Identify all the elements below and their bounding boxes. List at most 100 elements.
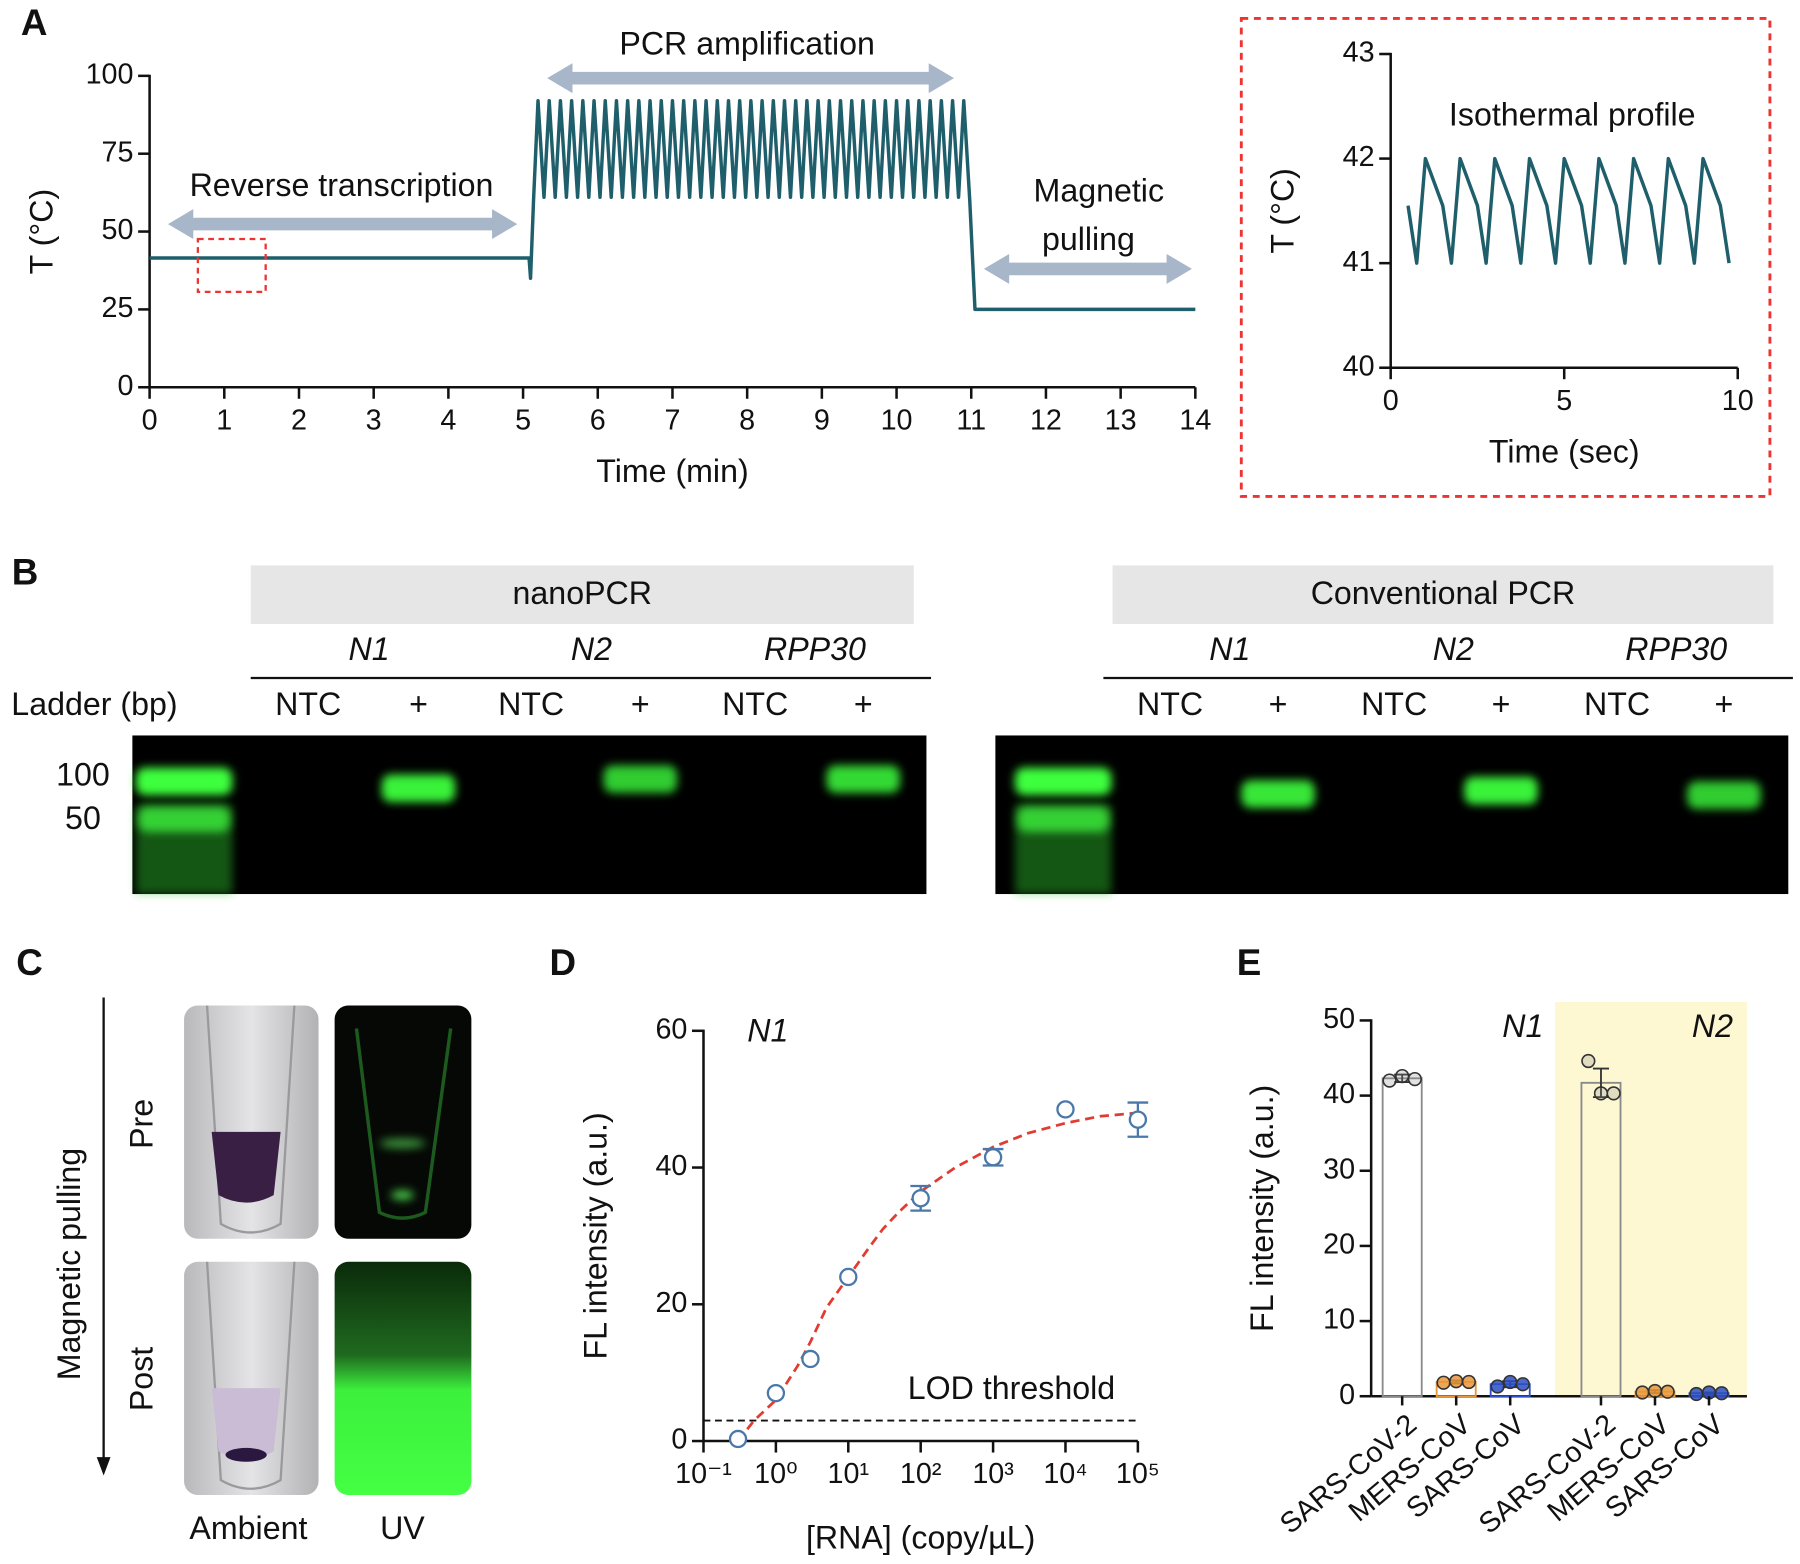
arrow-head [96, 1457, 111, 1476]
gel-image [132, 735, 927, 895]
lane-label: NTC [1361, 686, 1427, 722]
ladder-band [1014, 767, 1112, 796]
gene-label: N1 [349, 631, 390, 667]
y-tick-label: 25 [102, 292, 134, 324]
panel-label: E [1237, 942, 1262, 983]
data-point [766, 1383, 786, 1403]
panel-label: D [550, 942, 577, 983]
fit-curve [736, 1111, 1138, 1442]
x-tick-label: 0 [142, 404, 158, 436]
tube [205, 1005, 296, 1234]
annotation: Reverse transcription [190, 167, 494, 203]
x-axis-label: [RNA] (copy/µL) [806, 1519, 1035, 1555]
tube [205, 1261, 296, 1490]
y-tick-label: 0 [671, 1424, 687, 1456]
annotation: PCR amplification [619, 25, 875, 61]
data-point [801, 1349, 820, 1369]
x-tick-label: 11 [956, 404, 986, 436]
y-tick-label: 0 [1339, 1379, 1355, 1411]
arrow-head [1166, 253, 1192, 284]
group-header [250, 565, 914, 624]
lane-label: + [1269, 686, 1288, 722]
pellet [225, 1447, 267, 1462]
uv-glow [379, 1138, 426, 1149]
lane-label: + [1492, 686, 1511, 722]
temperature-line [149, 99, 1196, 312]
annotation: pulling [1042, 221, 1135, 257]
x-tick-label: 10 [1722, 385, 1754, 417]
panel-label: C [16, 942, 43, 983]
y-tick-label: 10 [1323, 1304, 1355, 1336]
x-tick-label: 0 [1383, 385, 1399, 417]
replicate-point [1490, 1379, 1505, 1394]
lane-label: + [854, 686, 873, 722]
x-tick-label: 10⁴ [1043, 1458, 1087, 1490]
x-tick-label: 13 [1105, 404, 1137, 436]
pcr-band [1464, 776, 1538, 805]
lane-label: NTC [722, 686, 788, 722]
y-tick-label: 42 [1343, 141, 1375, 173]
data-point [728, 1429, 748, 1449]
photo-ambient [184, 1005, 319, 1239]
y-axis-label: T (°C) [1264, 168, 1300, 253]
arrow-head [547, 63, 573, 94]
lane-label: NTC [1584, 686, 1650, 722]
y-tick-label: 41 [1343, 246, 1375, 278]
pcr-band [381, 774, 456, 803]
replicate-point [1660, 1384, 1675, 1399]
y-tick-label: 40 [1343, 350, 1375, 382]
replicate-point [1461, 1374, 1476, 1390]
y-tick-label: 30 [1323, 1153, 1355, 1185]
x-tick-label: 14 [1179, 404, 1211, 436]
data-point [911, 1189, 930, 1208]
panel-label: A [21, 2, 48, 43]
arrow-head [167, 209, 194, 240]
x-tick-label: 2 [291, 404, 307, 436]
x-tick-label: 4 [440, 404, 456, 436]
pcr-band [1687, 781, 1761, 810]
temperature-line [1406, 156, 1731, 265]
ladder-size: 100 [56, 756, 110, 792]
group-header [1112, 565, 1774, 624]
x-tick-label: 3 [366, 404, 382, 436]
replicate-point [1436, 1375, 1451, 1390]
gene-label: N2 [1433, 631, 1474, 667]
x-tick-label: 9 [814, 404, 830, 436]
y-axis-label: FL intensity (a.u.) [577, 1112, 613, 1359]
group-title: nanoPCR [513, 575, 652, 611]
replicate-point [1635, 1385, 1650, 1400]
replicate-point [1593, 1086, 1609, 1101]
replicate-point [1382, 1073, 1397, 1088]
data-point [1056, 1100, 1075, 1119]
lane-label: NTC [1137, 686, 1203, 722]
uv-glow [390, 1190, 414, 1200]
y-tick-label: 75 [102, 136, 134, 168]
row-label: Pre [123, 1099, 159, 1149]
replicate-point [1449, 1374, 1464, 1389]
lane-label: + [631, 686, 650, 722]
ladder-band [135, 767, 233, 796]
data-point [839, 1267, 858, 1287]
annotation: Magnetic [1034, 173, 1164, 209]
uv-glow [354, 1028, 453, 1220]
group-label: N2 [1692, 1008, 1733, 1044]
panel-label: B [12, 551, 39, 592]
replicate-point [1515, 1377, 1530, 1392]
photo-uv [334, 1261, 472, 1496]
x-axis-label: Time (min) [596, 453, 748, 489]
x-tick-label: 10² [900, 1458, 942, 1490]
y-tick-label: 0 [118, 370, 134, 402]
bar [1381, 1077, 1423, 1398]
group-label: N1 [1502, 1008, 1543, 1044]
gene-label: RPP30 [1625, 631, 1727, 667]
ladder-band [1017, 806, 1110, 832]
liquid [211, 1388, 281, 1459]
y-tick-label: 20 [655, 1287, 687, 1319]
x-tick-label: 10⁵ [1116, 1458, 1160, 1490]
inset-frame [1239, 16, 1772, 498]
replicate-point [1714, 1386, 1729, 1401]
x-axis-label: Time (sec) [1489, 433, 1640, 469]
y-tick-label: 20 [1323, 1229, 1355, 1261]
y-tick-label: 40 [655, 1150, 687, 1182]
